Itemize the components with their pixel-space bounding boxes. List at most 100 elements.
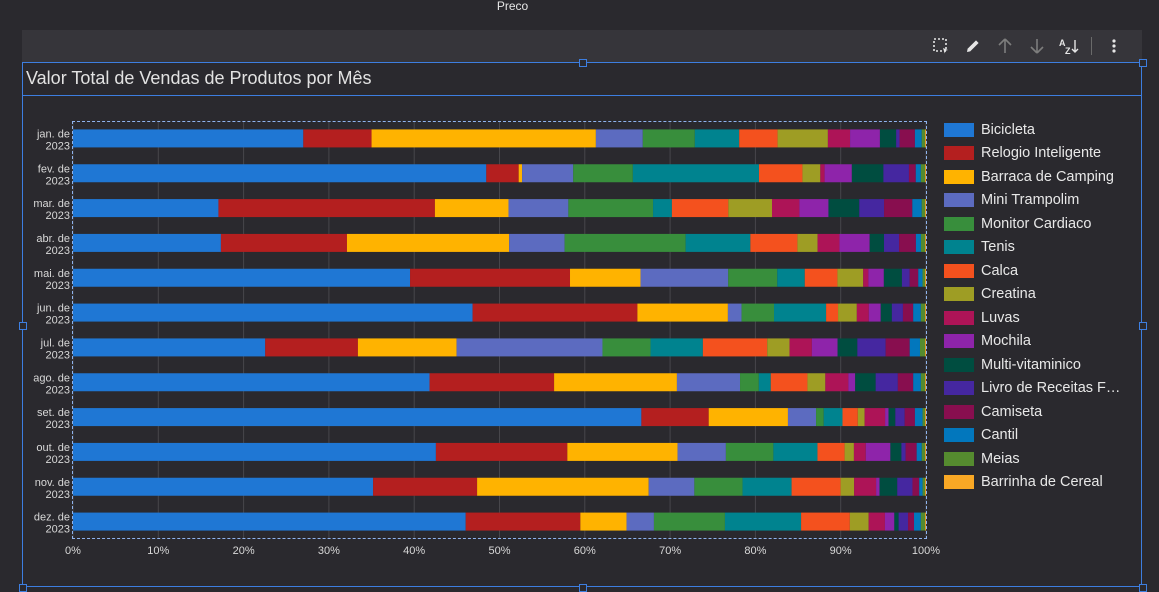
legend-item[interactable]: Barrinha de Cereal <box>944 471 1120 495</box>
bar-segment <box>844 442 854 461</box>
legend-item[interactable]: Multi-vitaminico <box>944 353 1120 377</box>
bar-segment <box>875 373 898 392</box>
bar-segment <box>728 199 772 218</box>
bar-segment <box>650 338 703 357</box>
bar-segment <box>890 442 902 461</box>
bar-segment <box>642 129 695 148</box>
sort-ascending-icon[interactable] <box>989 36 1021 56</box>
sort-descending-icon[interactable] <box>1021 36 1053 56</box>
bar-segment <box>73 268 411 287</box>
legend-item[interactable]: Relogio Inteligente <box>944 142 1120 166</box>
legend-label: Mochila <box>981 333 1031 350</box>
legend-item[interactable]: Luvas <box>944 306 1120 330</box>
legend-swatch <box>944 169 974 184</box>
resize-handle-top[interactable] <box>579 59 587 67</box>
resize-handle-left[interactable] <box>19 322 27 330</box>
legend-item[interactable]: Mini Trampolim <box>944 189 1120 213</box>
bar-segment <box>567 442 678 461</box>
bar-segment <box>868 512 885 531</box>
legend-item[interactable]: Bicicleta <box>944 118 1120 142</box>
bar-segment <box>891 303 903 322</box>
bar-segment <box>522 164 574 183</box>
legend-item[interactable]: Tenis <box>944 236 1120 260</box>
bar-segment <box>925 477 926 496</box>
y-tick-label: abr. de <box>36 233 70 245</box>
bar-segment <box>826 303 839 322</box>
bar-segment <box>774 303 827 322</box>
bar-segment <box>573 164 633 183</box>
bar-segment <box>880 303 892 322</box>
resize-handle-top-right[interactable] <box>1139 59 1147 67</box>
bar-segment <box>727 303 742 322</box>
y-tick-label: 2023 <box>46 454 70 466</box>
bar-segment <box>357 338 457 357</box>
bar-segment <box>883 233 900 252</box>
more-options-icon[interactable] <box>1098 36 1130 56</box>
legend-item[interactable]: Meias <box>944 447 1120 471</box>
bar-segment <box>883 164 909 183</box>
bar-segment <box>895 408 905 427</box>
bar-segment <box>879 129 897 148</box>
bar-segment <box>922 268 926 287</box>
x-tick-label: 0% <box>65 545 81 557</box>
bar-segment <box>435 442 568 461</box>
bar-segment <box>857 338 886 357</box>
legend-item[interactable]: Mochila <box>944 330 1120 354</box>
bar-segment <box>925 408 926 427</box>
bar-segment <box>595 129 643 148</box>
legend-item[interactable]: Livro de Receitas F… <box>944 377 1120 401</box>
bar-segment <box>799 199 829 218</box>
bar-segment <box>816 408 824 427</box>
legend-label: Creatina <box>981 286 1036 303</box>
edit-icon[interactable] <box>957 36 989 56</box>
legend-swatch <box>944 334 974 349</box>
bar-segment <box>914 512 921 531</box>
bar-segment <box>73 442 436 461</box>
y-tick-label: 2023 <box>46 419 70 431</box>
bar-segment <box>848 373 856 392</box>
bar-segment <box>913 303 921 322</box>
y-tick-label: 2023 <box>46 384 70 396</box>
y-tick-label: ago. de <box>33 372 70 384</box>
legend-label: Livro de Receitas F… <box>981 380 1121 397</box>
bar-segment <box>897 373 914 392</box>
bar-segment <box>653 512 725 531</box>
legend-item[interactable]: Camiseta <box>944 400 1120 424</box>
legend-item[interactable]: Cantil <box>944 424 1120 448</box>
legend-item[interactable]: Creatina <box>944 283 1120 307</box>
legend-item[interactable]: Barraca de Camping <box>944 165 1120 189</box>
legend-label: Bicicleta <box>981 121 1035 138</box>
legend-item[interactable]: Calca <box>944 259 1120 283</box>
bar-segment <box>919 477 923 496</box>
bar-segment <box>787 408 817 427</box>
bar-segment <box>303 129 372 148</box>
bar-segment <box>758 164 803 183</box>
bar-segment <box>486 164 519 183</box>
legend-swatch <box>944 240 974 255</box>
title-box[interactable] <box>22 62 1142 96</box>
bar-segment <box>902 303 914 322</box>
bar-segment <box>908 512 915 531</box>
plot-area[interactable] <box>72 121 927 539</box>
bar-segment <box>863 268 869 287</box>
bar-segment <box>771 199 800 218</box>
y-tick-label: jun. de <box>36 303 70 315</box>
x-tick-label: 80% <box>744 545 766 557</box>
bar-segment <box>797 233 818 252</box>
legend-label: Mini Trampolim <box>981 192 1080 209</box>
legend-item[interactable]: Monitor Cardiaco <box>944 212 1120 236</box>
bar-segment <box>905 442 917 461</box>
bar-segment <box>908 164 916 183</box>
bar-segment <box>865 442 891 461</box>
select-region-icon[interactable] <box>925 36 957 56</box>
legend-swatch <box>944 475 974 490</box>
y-tick-label: out. de <box>36 442 70 454</box>
bar-segment <box>914 408 923 427</box>
bar-segment <box>626 512 654 531</box>
resize-handle-right[interactable] <box>1139 322 1147 330</box>
x-tick-label: 90% <box>830 545 852 557</box>
bar-segment <box>921 129 926 148</box>
bar-segment <box>921 442 926 461</box>
